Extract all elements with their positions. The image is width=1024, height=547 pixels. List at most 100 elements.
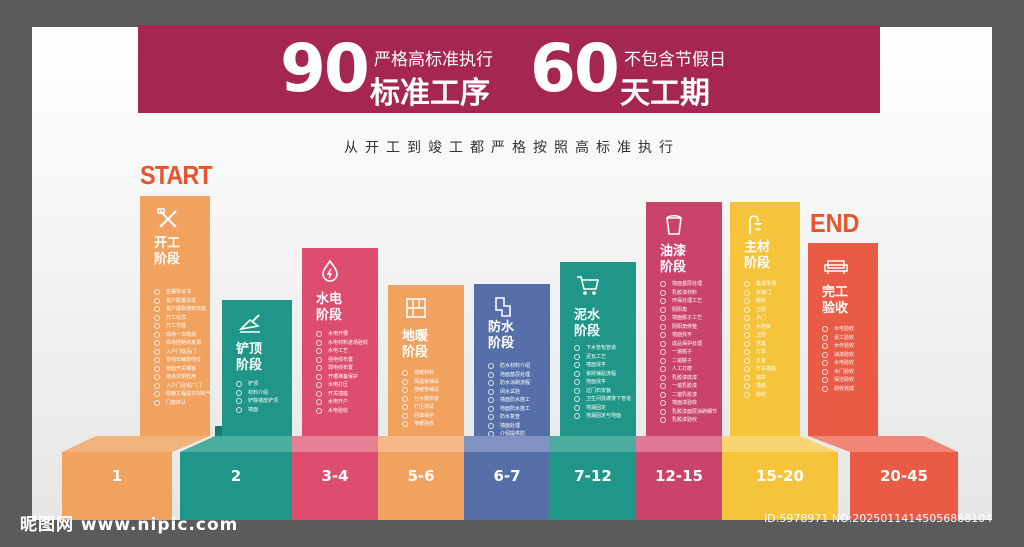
stage-item: 卫生间找坡排下管道 xyxy=(574,395,631,404)
stage-column-9: 完工 验收 水电验收 泥工验收 木作验收 油漆验收 水电验收 木门验收 保洁验收 验收完成 xyxy=(808,243,878,436)
water-icon xyxy=(322,260,338,282)
stage-item-label: 防水涂刷流程 xyxy=(500,380,531,386)
stage-item-label: 木地板 xyxy=(756,323,772,330)
bullet-icon xyxy=(402,370,408,377)
stage-item: 环保处理工艺 xyxy=(660,297,717,306)
stage-item-label: 验收 xyxy=(756,391,767,398)
stage-item-label: 水电工艺 xyxy=(328,348,349,354)
bullet-icon xyxy=(822,351,828,358)
start-label: START xyxy=(140,160,213,190)
bullet-icon xyxy=(488,380,494,387)
stage-item-label: 管线出铺管线位 xyxy=(166,357,202,363)
stage-item: 打压测试 xyxy=(402,403,439,412)
stage-item: 乳胶漆面层涂刷细节 xyxy=(660,408,717,417)
end-label: END xyxy=(810,208,860,238)
bullet-icon xyxy=(744,332,750,339)
stage-item-label: 一遍乳胶漆 xyxy=(672,383,698,389)
stage-item-label: 地漏固定 xyxy=(586,404,607,411)
stage-name-5: 防水 阶段 xyxy=(488,320,515,351)
bullet-icon xyxy=(154,348,160,355)
stage-item-label: 卫生间找坡排下管道 xyxy=(586,396,632,402)
bullet-icon xyxy=(154,357,160,364)
stage-column-6: 泥水 阶段 下水管包管道 泥瓦工艺 墙面找平 瓷砖铺贴流程 地面找平 过门石安装 卫生间找坡排… xyxy=(560,262,636,436)
stage-item: 泥工验收 xyxy=(822,334,854,343)
stage-item-label: 墙面找平 xyxy=(672,332,693,338)
stage-item: 现场一次勘测 xyxy=(154,331,210,340)
stage-item-label: 客户配置清单 xyxy=(166,297,197,304)
stage-item-label: 乳胶漆验收 xyxy=(672,417,698,423)
bullet-icon xyxy=(744,391,750,398)
stage-item-label: 弱电线布置 xyxy=(328,365,354,371)
bullet-icon xyxy=(154,382,160,389)
stage-item: 地面基层处理 xyxy=(488,371,530,380)
bullet-icon xyxy=(316,365,322,372)
stage-item-label: 卫浴 xyxy=(756,306,767,313)
stage-item: 签署协议书 xyxy=(154,288,210,297)
stage-item: 木地板 xyxy=(744,323,776,332)
stage-item-label: 地暖验收 xyxy=(414,421,435,427)
bullet-icon xyxy=(574,387,580,394)
stage-item-label: 地面开关钢板 xyxy=(166,365,197,372)
stage-item: 验收完成 xyxy=(822,385,854,394)
bullet-icon xyxy=(402,404,408,411)
stage-item-label: 木门验收 xyxy=(834,368,855,375)
bullet-icon xyxy=(660,391,666,398)
bullet-icon xyxy=(574,396,580,403)
stage-item: 开关插座 xyxy=(316,390,368,399)
stage-item: 二遍乳胶漆 xyxy=(660,391,717,400)
stage-item: 介绍提供防 xyxy=(488,430,530,436)
stage-item: 水电验收 xyxy=(316,407,368,416)
stage-item-label: 二遍腻子 xyxy=(672,357,693,364)
stage-item: 水电验收 xyxy=(822,325,854,334)
bullet-icon xyxy=(154,331,160,338)
stage-items-2: 铲顶 材料介绍 铲除墙皮铲顶 墙面 xyxy=(236,380,278,414)
step-4: 5-6 xyxy=(378,452,464,520)
bullet-icon xyxy=(236,389,242,396)
stage-item: 墙纸 xyxy=(744,382,776,391)
step-6: 7-12 xyxy=(550,452,636,520)
watermark-text: 昵图网 www.nipic.com xyxy=(20,515,239,535)
bullet-icon xyxy=(660,315,666,322)
stage-name-4: 地暖 阶段 xyxy=(402,329,429,360)
bullet-icon xyxy=(154,297,160,304)
stage-item-label: 开工仪式 xyxy=(166,314,187,321)
step-7: 12-15 xyxy=(636,452,722,520)
stage-item: 水电材料进场验收 xyxy=(316,339,368,348)
stage-item: 卫浴 xyxy=(744,306,776,315)
bullet-icon xyxy=(744,323,750,330)
stage-item-label: 防水材料介绍 xyxy=(500,363,531,369)
bullet-icon xyxy=(316,390,322,397)
stage-item: 保洁验收 xyxy=(822,376,854,385)
stage-items-1: 签署协议书 客户配置清单 客户提取通知交底 开工仪式 开工交底 现场一次勘测 现场控制点复测… xyxy=(154,288,210,407)
stage-item-label: 开关插座 xyxy=(328,390,349,397)
bullet-icon xyxy=(402,412,408,419)
top-banner: 90 严格高标准执行 标准工序 60 不包含节假日 天工期 xyxy=(138,25,880,113)
stage-item-label: 入户门及铝厂门 xyxy=(166,382,202,389)
step-3: 3-4 xyxy=(292,452,378,520)
stage-item: 墙面防水施工 xyxy=(488,396,530,405)
bullet-icon xyxy=(660,298,666,305)
bullet-icon xyxy=(154,340,160,347)
stage-item: 保温板铺设 xyxy=(402,378,439,387)
stage-item-label: 二遍乳胶漆 xyxy=(672,391,698,398)
stage-item: 闭水试验 xyxy=(488,388,530,397)
stage-item: 防水涂刷流程 xyxy=(488,379,530,388)
step-top-6 xyxy=(550,436,636,452)
stage-item-label: 开关插座 xyxy=(756,366,777,372)
bullet-icon xyxy=(744,315,750,322)
stage-item-label: 地面基层处理 xyxy=(500,371,531,378)
floor-heating-icon xyxy=(406,298,426,318)
bullet-icon xyxy=(488,405,494,412)
stage-item: 乳胶漆材料 xyxy=(660,289,717,298)
bullet-icon xyxy=(744,349,750,356)
stage-item-label: 墙面处理 xyxy=(500,422,521,429)
stage-item: 强电线布置 xyxy=(316,356,368,365)
bullet-icon xyxy=(660,400,666,407)
stage-item-label: 灯具 xyxy=(756,349,767,355)
stage-item-label: 窗帘 xyxy=(756,374,767,381)
stage-item-label: 安装门 xyxy=(756,289,772,296)
stage-item: 铲顶 xyxy=(236,380,278,389)
stage-item-label: 介绍提供防 xyxy=(500,431,526,436)
image-id-text: ID:5978971 NO:20250114145056888104 xyxy=(764,512,993,525)
bullet-icon xyxy=(316,331,322,338)
